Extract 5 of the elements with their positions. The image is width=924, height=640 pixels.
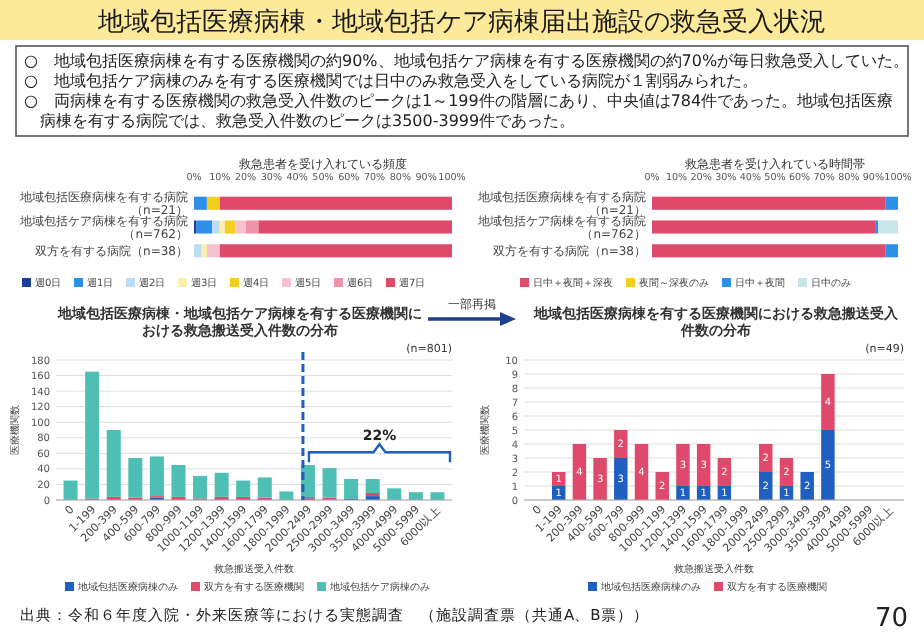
text: 地域包括医療病棟・地域包括ケア病棟届出施設の救急受入状況: [96, 8, 826, 38]
text: 70: [874, 604, 908, 634]
text: ○ 地域包括医療病棟を有する医療機関の約90%、地域包括ケア病棟を有する医療機関の約70%が毎日救急受入していた。: [24, 52, 910, 70]
text: ○ 両病棟を有する医療機関の救急受入件数のピークは1～199件の階層にあり、中央値は784件であった。地域包括医療病棟を有する病院では、救急受入件数のピークは3500-3999件であった。: [24, 92, 894, 130]
text: ○ 地域包括ケア病棟のみを有する医療機関では日中のみ救急受入をしている病院が１割弱みられた。: [24, 72, 758, 90]
